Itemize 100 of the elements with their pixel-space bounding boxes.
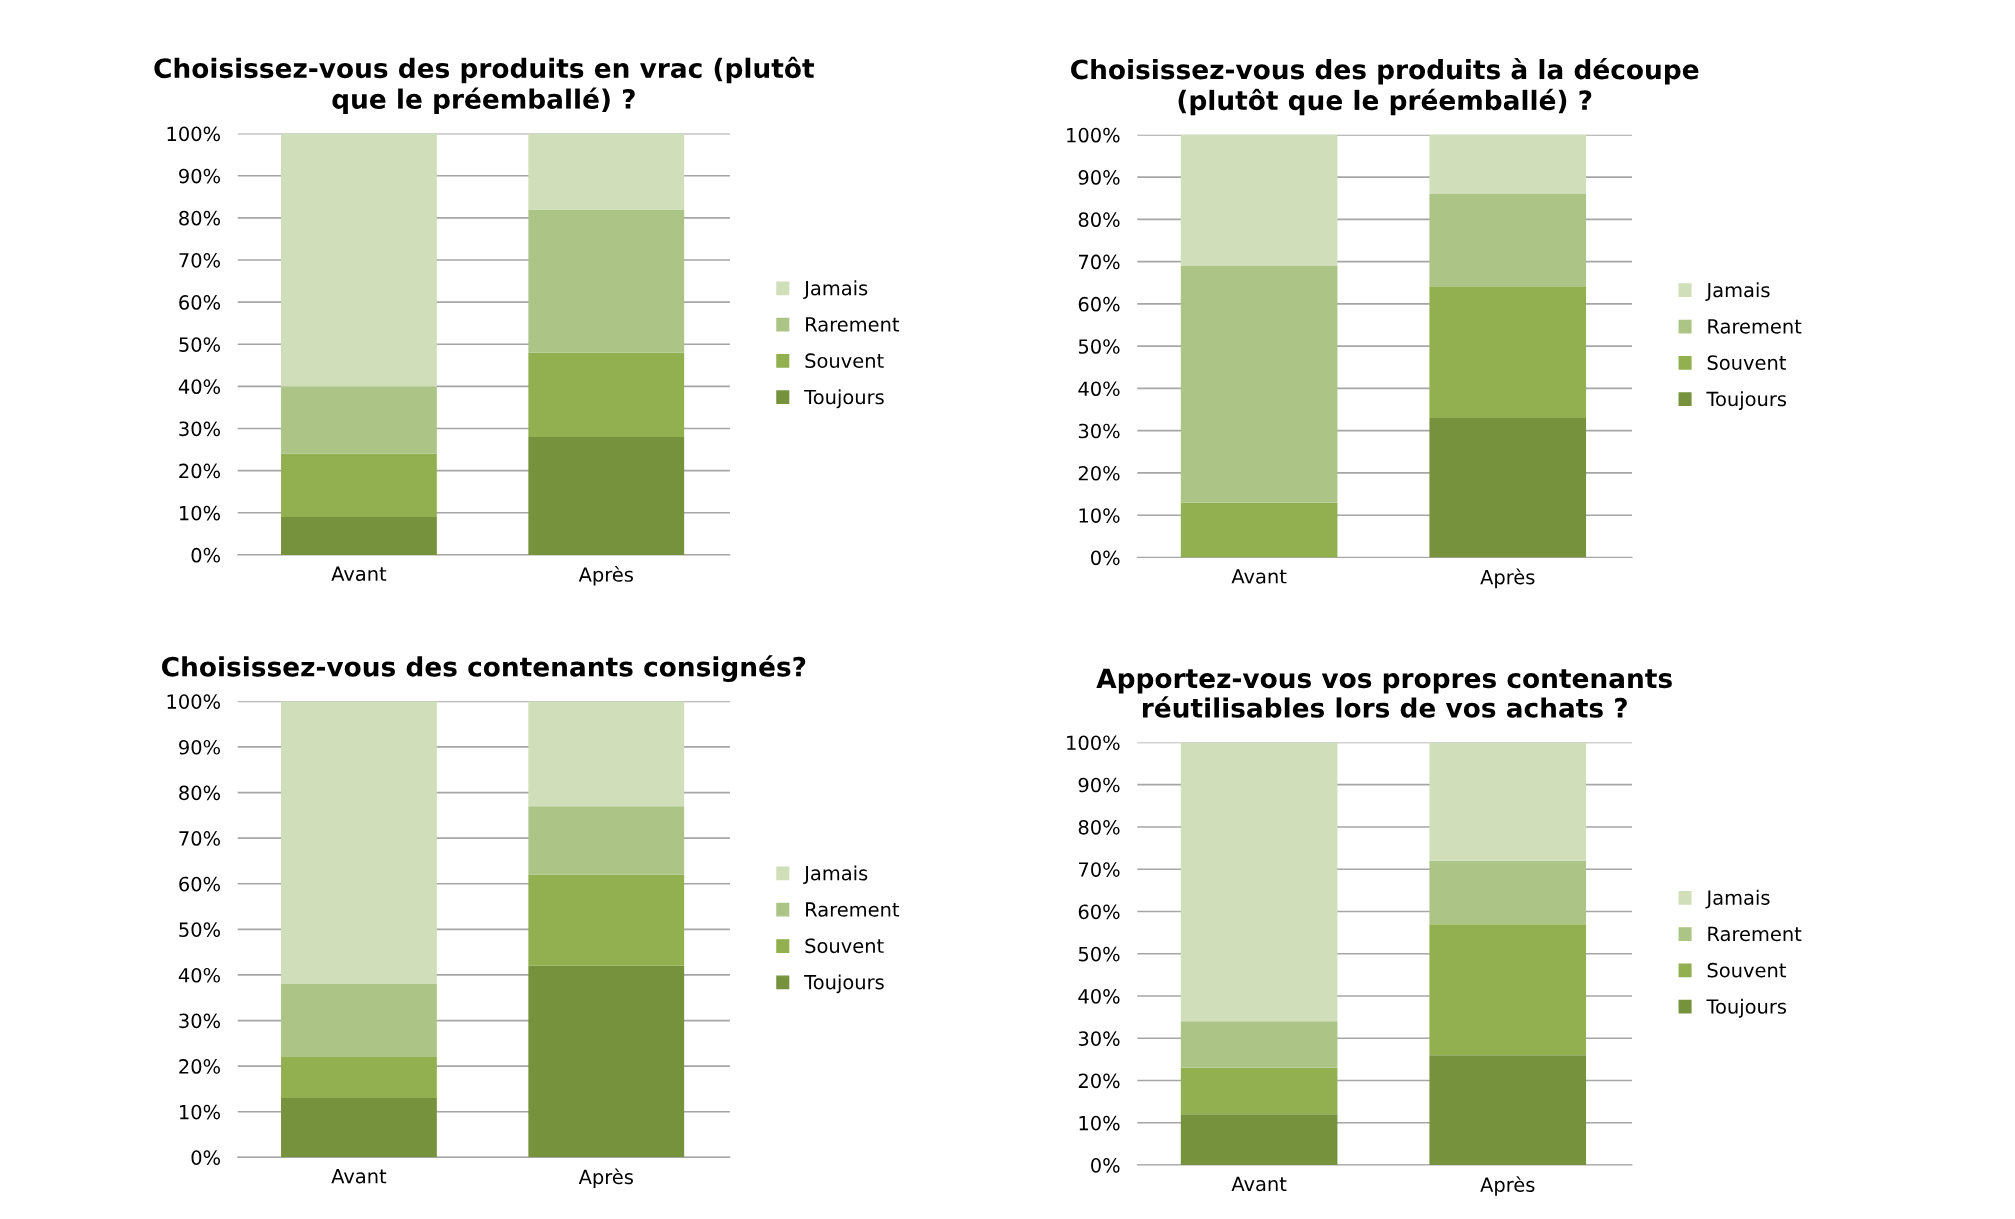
- y-tick-label: 0%: [1091, 1158, 1120, 1173]
- y-tick-label: 90%: [1078, 170, 1120, 185]
- x-tick-label: Après: [578, 566, 633, 586]
- chart-title: Choisissez-vous des produits en vrac (plutôt que le préemballé) ?: [154, 56, 814, 115]
- y-tick-label: 60%: [179, 876, 220, 892]
- bar: [1180, 742, 1338, 1022]
- y-tick-label: 100%: [1067, 127, 1120, 143]
- y-tick-label: 80%: [179, 210, 220, 226]
- bar: [1180, 134, 1338, 266]
- bar: [528, 209, 685, 353]
- bar: [528, 436, 685, 555]
- bar: [281, 1098, 437, 1158]
- bar: [1429, 1055, 1587, 1166]
- legend-label: Rarement: [1708, 926, 1802, 942]
- y-tick-label: 90%: [179, 168, 220, 184]
- y-tick-label: 0%: [191, 1150, 220, 1166]
- legend-label: Toujours: [1706, 391, 1787, 411]
- y-tick-label: 10%: [1079, 1115, 1120, 1131]
- y-tick-label: 80%: [179, 785, 220, 801]
- y-tick-label: 70%: [1079, 254, 1120, 270]
- x-tick-label: Avant: [331, 1169, 387, 1184]
- bar: [281, 516, 437, 555]
- y-tick-label: 20%: [179, 1059, 220, 1074]
- y-tick-label: 50%: [1078, 946, 1120, 962]
- legend-label: Jamais: [803, 865, 868, 885]
- y-tick-label: 100%: [167, 126, 220, 142]
- bar: [1429, 287, 1587, 419]
- legend-label: Souvent: [805, 938, 884, 954]
- y-tick-label: 50%: [1078, 339, 1120, 354]
- legend-label: Jamais: [1705, 282, 1770, 301]
- bar: [1180, 1067, 1338, 1115]
- bar: [281, 133, 437, 387]
- legend-label: Souvent: [805, 353, 884, 369]
- y-tick-label: 30%: [179, 1013, 220, 1029]
- y-tick-label: 90%: [1078, 777, 1120, 793]
- y-tick-label: 60%: [1078, 296, 1120, 312]
- bar: [1180, 265, 1338, 503]
- legend-label: Toujours: [804, 389, 884, 409]
- legend-label: Rarement: [806, 902, 900, 917]
- y-tick-label: 60%: [179, 295, 220, 310]
- y-tick-label: 40%: [178, 379, 220, 395]
- legend-label: Rarement: [806, 317, 900, 332]
- y-tick-label: 70%: [179, 831, 220, 846]
- y-tick-label: 0%: [1091, 550, 1120, 566]
- y-tick-label: 70%: [1079, 862, 1120, 877]
- bar: [528, 352, 685, 437]
- bar: [1429, 134, 1587, 195]
- chart-title: Choisissez-vous des produits à la découpe (plutôt que le préemballé) ?: [1071, 57, 1699, 116]
- bar: [528, 965, 685, 1158]
- bar: [1429, 742, 1587, 861]
- y-tick-label: 30%: [1078, 1031, 1120, 1046]
- bar: [281, 701, 437, 985]
- legend-label: Jamais: [803, 280, 868, 300]
- chart-title: Apportez-vous vos propres contenants réutilisables lors de vos achats ?: [1096, 668, 1672, 718]
- y-tick-label: 40%: [178, 967, 220, 983]
- y-tick-label: 40%: [1078, 988, 1120, 1004]
- y-tick-label: 20%: [1078, 1073, 1120, 1089]
- bar: [528, 701, 685, 807]
- x-tick-label: Après: [1480, 568, 1535, 589]
- y-tick-label: 60%: [1078, 904, 1120, 920]
- y-tick-label: 80%: [1078, 212, 1120, 228]
- bar: [1180, 1114, 1338, 1166]
- bar: [1180, 502, 1338, 558]
- x-tick-label: Après: [578, 1168, 633, 1189]
- y-tick-label: 20%: [1078, 465, 1120, 481]
- bar: [281, 1057, 437, 1099]
- legend-label: Souvent: [1707, 962, 1786, 978]
- legend-label: Jamais: [1705, 889, 1770, 909]
- y-tick-label: 10%: [179, 505, 220, 521]
- y-tick-label: 80%: [1078, 819, 1120, 835]
- y-tick-label: 50%: [179, 337, 220, 352]
- bar: [1429, 418, 1587, 558]
- legend-label: Souvent: [1707, 355, 1786, 370]
- y-tick-label: 0%: [191, 547, 220, 563]
- legend-label: Toujours: [804, 974, 884, 994]
- y-tick-label: 90%: [179, 739, 220, 755]
- legend-label: Toujours: [1706, 998, 1787, 1018]
- y-tick-label: 10%: [179, 1104, 220, 1120]
- y-tick-label: 70%: [179, 252, 220, 268]
- y-tick-label: 50%: [179, 922, 220, 938]
- bar: [281, 453, 437, 517]
- y-tick-label: 30%: [179, 421, 220, 437]
- y-tick-label: 100%: [167, 694, 220, 710]
- chart-title: Choisissez-vous des contenants consignés?: [162, 655, 806, 683]
- bar: [1429, 924, 1587, 1056]
- x-tick-label: Avant: [1231, 569, 1287, 584]
- x-tick-label: Après: [1480, 1176, 1535, 1196]
- bar: [528, 806, 685, 875]
- y-tick-label: 30%: [1078, 423, 1120, 439]
- bar: [281, 984, 437, 1058]
- bar: [528, 874, 685, 966]
- x-tick-label: Avant: [1231, 1176, 1287, 1192]
- bar: [1429, 860, 1587, 925]
- bar: [1180, 1021, 1338, 1068]
- bar: [1429, 194, 1587, 288]
- x-tick-label: Avant: [331, 566, 387, 582]
- y-tick-label: 20%: [179, 463, 220, 479]
- bar: [528, 133, 685, 210]
- y-tick-label: 100%: [1067, 735, 1120, 751]
- y-tick-label: 40%: [1078, 381, 1120, 397]
